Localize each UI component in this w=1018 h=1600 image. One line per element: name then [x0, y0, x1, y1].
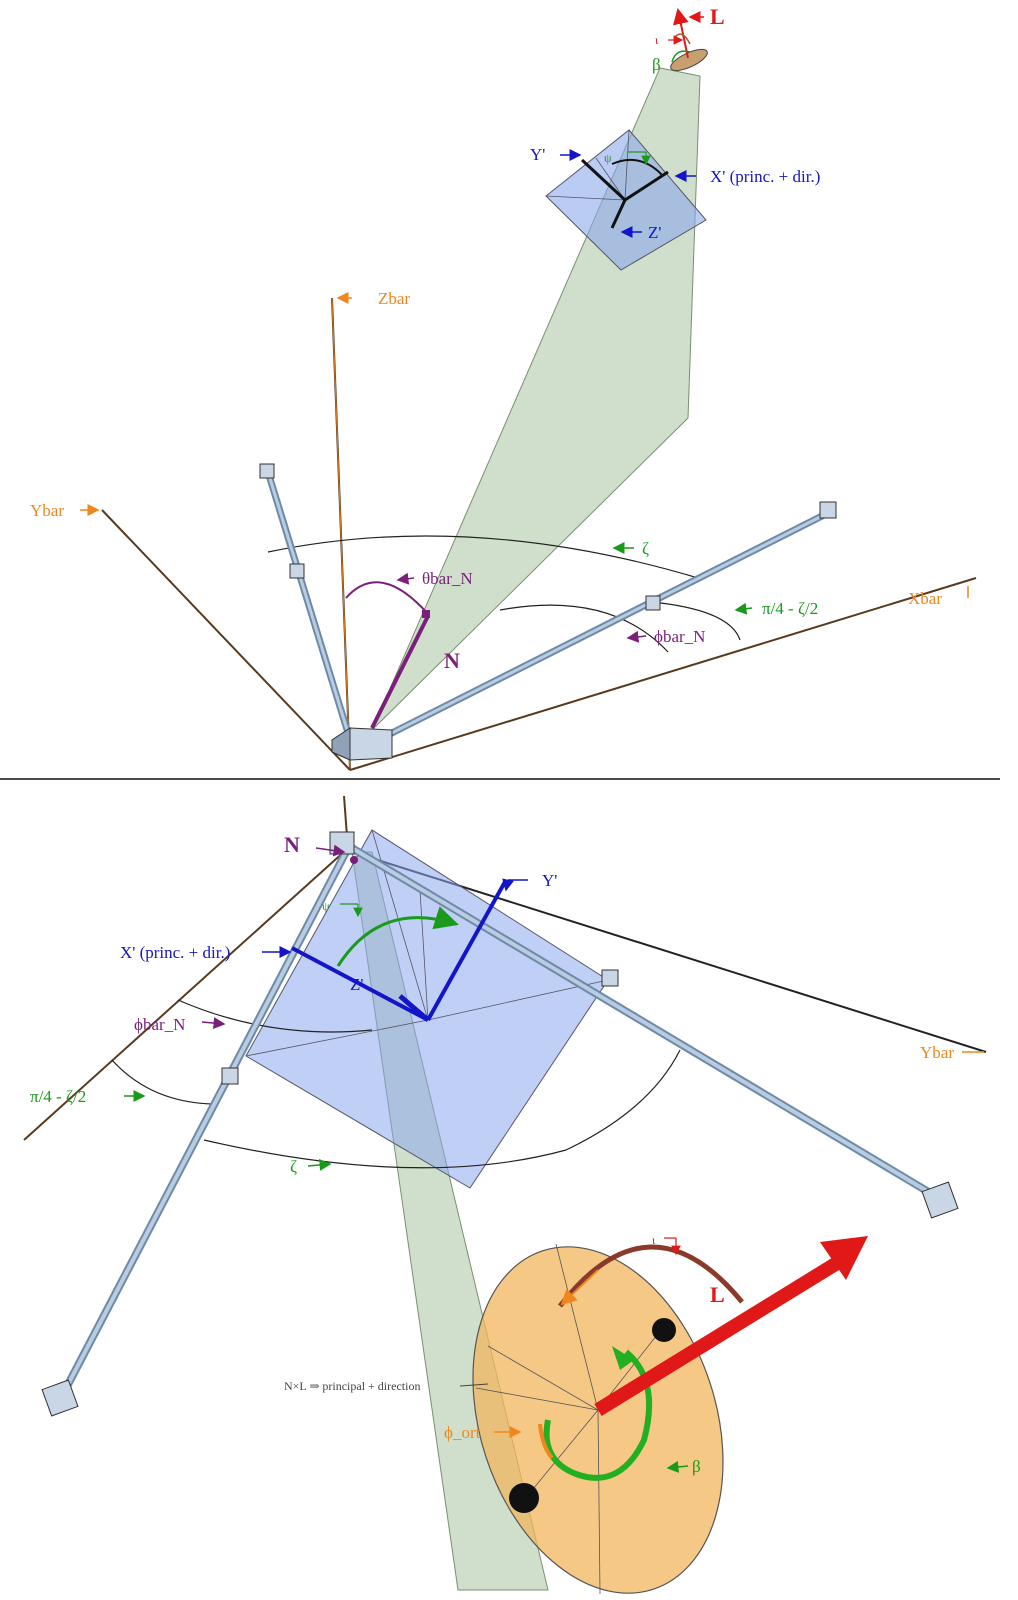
top-xbar-axis: [349, 577, 977, 771]
top-cube-1: [259, 463, 275, 479]
bottom-label-yprime: Y': [542, 871, 557, 890]
bottom-l-vector: [594, 1254, 846, 1416]
top-label-yprime: Y': [530, 145, 545, 164]
top-pi4-arc: [651, 601, 741, 641]
top-label-zbar: Zbar: [378, 289, 410, 308]
top-label-zprime: Z': [648, 223, 661, 242]
top-theta-arc: [345, 581, 429, 615]
bottom-xprime-axis: [291, 946, 429, 1022]
top-l-vector: [673, 8, 689, 59]
bottom-label-psi: ψ: [322, 899, 330, 913]
top-n-vector: [370, 615, 430, 729]
bottom-zeta-arc: [203, 1049, 681, 1169]
bottom-yprime-axis: [426, 879, 508, 1021]
bottom-iota-arc: [558, 1244, 744, 1308]
bottom-label-phi-ort: ϕ_ort: [444, 1423, 481, 1442]
top-label-theta: θbar_N: [422, 569, 473, 588]
top-cube-3: [645, 595, 661, 611]
top-label-N: N: [444, 648, 460, 673]
bottom-label-zprime: Z': [350, 975, 363, 994]
bottom-label-N: N: [284, 832, 300, 857]
top-phi-arc: [499, 604, 669, 653]
top-xprime-axis: [624, 170, 669, 202]
top-label-xbar: Xbar: [908, 589, 942, 608]
bottom-label-nxl: N×L ⇒ principal + direction: [284, 1379, 420, 1393]
bottom-panel: N Y' ψ X' (princ. + dir.) Z' ϕbar_N Ybar…: [23, 795, 987, 1595]
bottom-label-L: L: [710, 1282, 725, 1307]
bottom-phi-arc: [177, 999, 373, 1033]
bottom-label-iota: ι: [652, 1233, 656, 1247]
top-ybar-axis: [101, 509, 351, 771]
top-cube-2: [289, 563, 305, 579]
top-label-iota: ι: [655, 33, 659, 47]
bottom-label-ybar: Ybar: [920, 1043, 954, 1062]
bottom-phi-ort-arc: [538, 1423, 554, 1460]
bottom-dot-bottom: [509, 1483, 539, 1513]
bottom-label-xprime: X' (princ. + dir.): [120, 943, 230, 962]
bottom-l-arrowhead: [820, 1236, 868, 1280]
bottom-dot-top: [652, 1318, 676, 1342]
bottom-cube-3: [41, 1379, 79, 1417]
top-label-beta: β: [652, 55, 661, 74]
bottom-cube-2: [601, 969, 619, 987]
top-label-phi: ϕbar_N: [654, 627, 705, 646]
top-psi-arc: [611, 158, 663, 176]
top-zeta-arc: [267, 535, 699, 579]
top-cube-origin: [331, 727, 393, 761]
bottom-cube-4: [921, 1181, 959, 1219]
bottom-cube-1: [221, 1067, 239, 1085]
top-label-zeta: ζ: [642, 539, 649, 558]
bottom-pi4-arc: [111, 1059, 213, 1105]
bottom-label-phi: ϕbar_N: [134, 1015, 185, 1034]
top-zprime-axis: [610, 199, 627, 229]
top-label-L: L: [710, 4, 725, 29]
top-label-psi: ψ: [604, 151, 612, 165]
top-panel: L ι β ψ Y' X' (princ. + dir.) Z' Zbar Yb…: [30, 4, 977, 771]
top-yprime-axis: [580, 158, 627, 202]
top-label-pi4: π/4 - ζ/2: [762, 599, 818, 618]
top-cube-4: [819, 501, 837, 519]
bottom-psi-arc: [336, 906, 459, 967]
top-label-xprime: X' (princ. + dir.): [710, 167, 820, 186]
bottom-left-axis: [23, 849, 347, 1141]
bottom-label-zeta: ζ: [290, 1157, 297, 1176]
top-label-ybar: Ybar: [30, 501, 64, 520]
top-orbit-ellipse: [670, 48, 708, 72]
bottom-label-pi4: π/4 - ζ/2: [30, 1087, 86, 1106]
bottom-label-beta: β: [692, 1457, 701, 1476]
bottom-zprime-axis: [398, 994, 430, 1022]
